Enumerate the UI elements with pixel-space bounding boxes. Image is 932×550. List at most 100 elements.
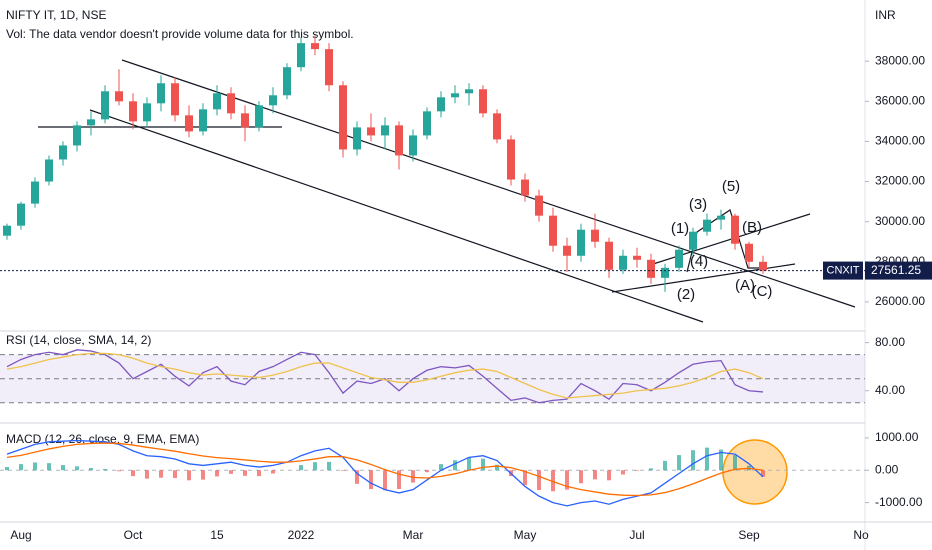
candle-body [199,109,207,132]
last-price-label: 27561.25 [871,263,921,277]
candle-body [227,93,235,114]
histogram-bar [705,447,709,471]
symbol-tag-bg [823,261,863,280]
histogram-bar [19,464,23,471]
histogram-bar [719,449,723,471]
candle-body [283,67,291,96]
chart-title: NIFTY IT, 1D, NSE [6,8,106,22]
histogram-bar [579,470,583,484]
candle-body [353,127,361,150]
candle-body [381,125,389,136]
x-tick-label: 15 [210,528,224,542]
histogram-bar [229,470,233,474]
histogram-bar [663,460,667,471]
x-tick-label: May [514,528,537,542]
candle-body [73,125,81,146]
y-tick-label: 36000.00 [875,93,925,107]
candle-body [59,145,67,160]
symbol-tag: CNXIT [827,264,860,276]
candle-body [563,245,571,256]
rsi-title: RSI (14, close, SMA, 14, 2) [6,333,151,347]
candle-body [479,89,487,114]
histogram-bar [313,462,317,471]
wave-label: (3) [689,196,707,213]
y-tick-label: 34000.00 [875,134,925,148]
candle-body [619,255,627,270]
candle-body [647,259,655,278]
histogram-bar [467,457,471,471]
histogram-bar [75,466,79,471]
candle-body [703,219,711,232]
wave-label: (A) [735,277,755,294]
histogram-bar [257,470,261,477]
candle-body [185,115,193,132]
candle-body [143,103,151,122]
candle-body [465,89,473,94]
y-tick-label: 38000.00 [875,53,925,67]
indicator-line [6,442,764,497]
histogram-bar [523,470,527,486]
y-tick-label: 32000.00 [875,174,925,188]
histogram-bar [635,470,639,471]
histogram-bar [761,470,765,477]
histogram-bar [481,458,485,471]
candle-body [213,93,221,110]
x-tick-label: Oct [124,528,143,542]
candle-body [437,97,445,112]
chart-subtitle: Vol: The data vendor doesn't provide vol… [6,27,354,41]
x-tick-label: Jul [629,528,644,542]
histogram-bar [607,470,611,481]
candle-body [661,267,669,278]
y-tick-label: 26000.00 [875,294,925,308]
candle-body [3,225,11,236]
candle-body [493,113,501,140]
histogram-bar [103,468,107,471]
wave-label: (5) [722,178,740,195]
histogram-bar [649,468,653,471]
candle-body [689,231,697,250]
histogram-bar [271,470,275,474]
histogram-bar [537,470,541,490]
histogram-bar [201,470,205,480]
candle-body [507,139,515,180]
candle-body [115,91,123,102]
x-tick-label: No [853,528,869,542]
histogram-bar [89,468,93,471]
histogram-bar [145,470,149,479]
candle-body [101,91,109,120]
candle-body [759,261,767,271]
histogram-bar [369,470,373,490]
wave-label: (C) [752,283,773,300]
wave-label: (4) [690,253,708,270]
histogram-bar [411,470,415,483]
x-tick-label: Aug [10,528,31,542]
histogram-bar [397,470,401,490]
histogram-bar [5,467,9,471]
candle-body [731,215,739,244]
histogram-bar [243,470,247,476]
histogram-bar [341,470,345,471]
histogram-bar [299,465,303,471]
x-tick-label: 2022 [288,528,315,542]
candle-body [87,119,95,126]
histogram-bar [565,470,569,490]
wave-label: (1) [671,220,689,237]
histogram-bar [159,470,163,478]
candle-body [675,249,683,268]
indicator-line [6,352,764,399]
histogram-bar [593,470,597,480]
histogram-bar [61,465,65,471]
candle-body [17,203,25,226]
candle-body [157,83,165,104]
candle-body [717,215,725,220]
wave-label: (B) [742,219,762,236]
histogram-bar [425,470,429,473]
candle-body [591,229,599,242]
histogram-bar [691,450,695,471]
candle-body [241,113,249,128]
candle-body [129,101,137,122]
candle-body [45,159,53,182]
candle-body [325,49,333,86]
histogram-bar [327,461,331,471]
candle-body [423,111,431,136]
